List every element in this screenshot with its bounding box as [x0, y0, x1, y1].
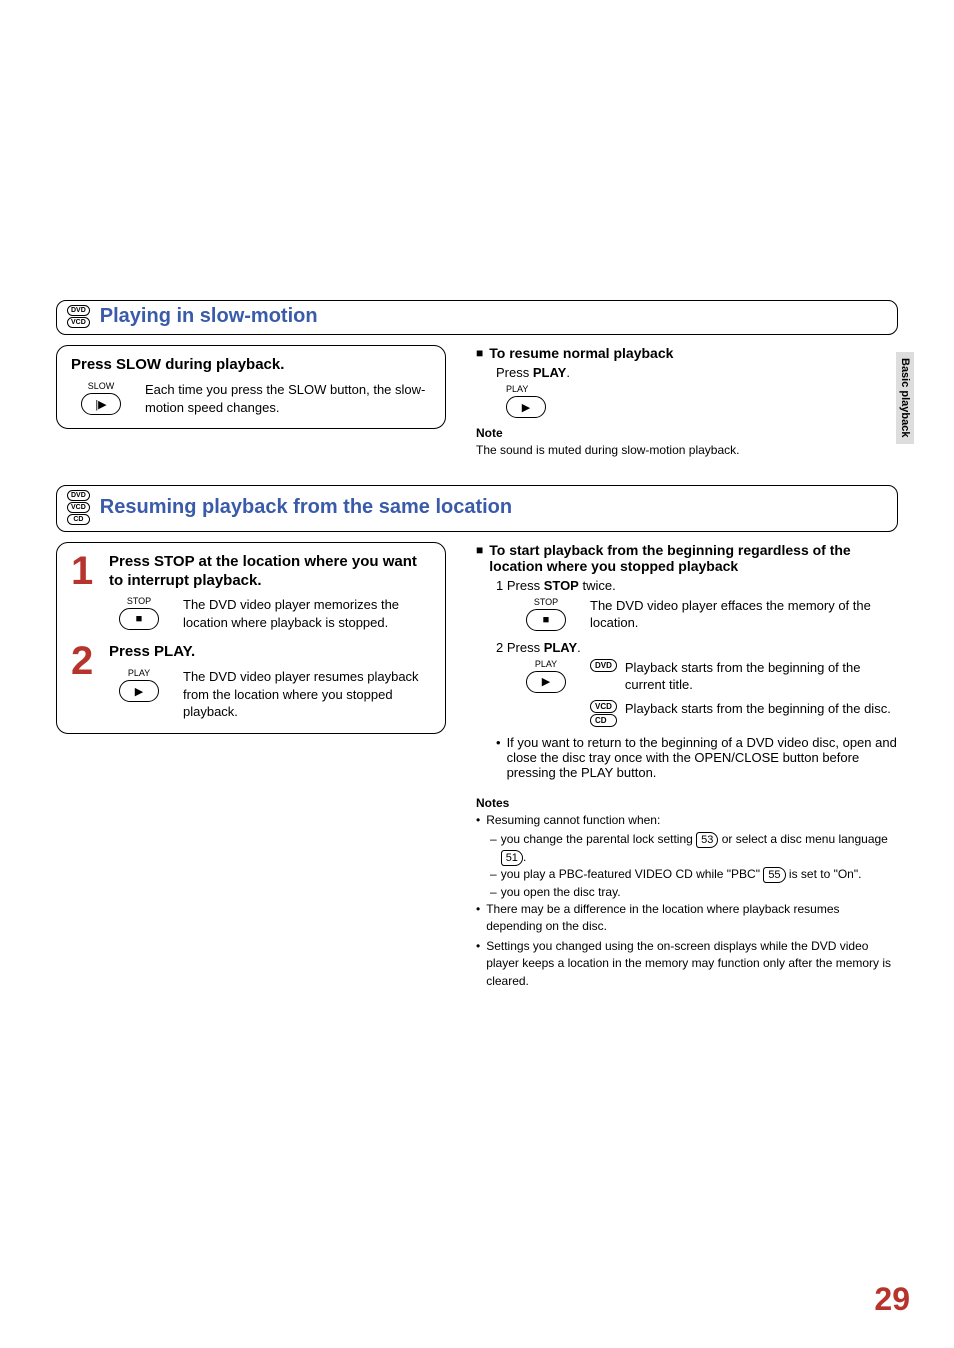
ol-2: 2 Press PLAY.	[476, 640, 898, 655]
ol1-post: twice.	[579, 578, 616, 593]
page-ref-51: 51	[501, 850, 523, 866]
ol2-pre: 2 Press	[496, 640, 544, 655]
stop-button-graphic: STOP ■	[109, 596, 169, 630]
extra-bullet: • If you want to return to the beginning…	[476, 735, 898, 780]
n1b-post: is set to "On".	[786, 867, 862, 881]
play-button-icon: ▶	[119, 680, 159, 702]
n1b-pre: you play a PBC-featured VIDEO CD while "…	[501, 867, 764, 881]
badge-dvd-inline: DVD	[590, 659, 617, 672]
step-2-desc: The DVD video player resumes playback fr…	[183, 668, 431, 721]
badge-vcd: VCD	[67, 502, 90, 513]
section1-badges: DVD VCD	[67, 305, 90, 328]
note-2: There may be a difference in the locatio…	[486, 901, 898, 936]
section1-box: Press SLOW during playback. SLOW |▶ Each…	[56, 345, 446, 429]
play-button-icon: ▶	[526, 671, 566, 693]
note-1c: you open the disc tray.	[501, 884, 621, 901]
badge-vcd: VCD	[67, 317, 90, 328]
stop-label: STOP	[534, 597, 558, 607]
extra-bullet-text: If you want to return to the beginning o…	[507, 735, 898, 780]
n1a-post: .	[523, 850, 526, 864]
step-1-number: 1	[71, 553, 101, 589]
section1-box-title: Press SLOW during playback.	[71, 356, 431, 373]
step-1-desc: The DVD video player memorizes the locat…	[183, 596, 431, 631]
dash-icon: –	[490, 884, 497, 901]
step-2-number: 2	[71, 643, 101, 679]
play-button-graphic: PLAY ▶	[109, 668, 169, 702]
square-bullet-icon: ■	[476, 346, 483, 360]
section2-right-heading: ■ To start playback from the beginning r…	[476, 542, 898, 574]
section1-box-desc: Each time you press the SLOW button, the…	[145, 381, 431, 416]
press-text: Press	[496, 365, 533, 380]
note-3: Settings you changed using the on-screen…	[486, 938, 898, 990]
notes-list: •Resuming cannot function when: –you cha…	[476, 812, 898, 990]
section1-resume-line: Press PLAY.	[476, 365, 898, 380]
step-1: 1 Press STOP at the location where you w…	[71, 553, 431, 632]
play-button-graphic: PLAY ▶	[516, 659, 576, 693]
section1-header: DVD VCD Playing in slow-motion	[56, 300, 898, 335]
note-heading: Note	[476, 426, 898, 440]
square-bullet-icon: ■	[476, 543, 483, 557]
ol-1: 1 Press STOP twice.	[476, 578, 898, 593]
stop-button-icon: ■	[119, 608, 159, 630]
note-1: Resuming cannot function when:	[486, 812, 660, 829]
section1-title: Playing in slow-motion	[100, 305, 318, 328]
ol1-row: STOP ■ The DVD video player effaces the …	[516, 597, 898, 632]
dash-icon: –	[490, 866, 497, 883]
slow-button-graphic: SLOW |▶	[71, 381, 131, 415]
ol1-pre: 1 Press	[496, 578, 544, 593]
ol2-bold: PLAY	[544, 640, 577, 655]
play-label: PLAY	[506, 384, 528, 394]
page-number: 29	[874, 1281, 910, 1318]
ol2-post: .	[577, 640, 581, 655]
badge-cd-inline: CD	[590, 714, 617, 727]
section1-resume-title: To resume normal playback	[489, 345, 673, 361]
note-1b: you play a PBC-featured VIDEO CD while "…	[501, 866, 862, 883]
ol1-bold: STOP	[544, 578, 579, 593]
step-1-title: Press STOP at the location where you wan…	[109, 553, 431, 591]
step-2: 2 Press PLAY. PLAY ▶ The DVD video playe…	[71, 643, 431, 720]
ol2-row: PLAY ▶ DVD Playback starts from the begi…	[516, 659, 898, 727]
slow-label: SLOW	[88, 381, 115, 391]
n1a-pre: you change the parental lock setting	[501, 832, 696, 846]
section2-steps-box: 1 Press STOP at the location where you w…	[56, 542, 446, 734]
page-ref-55: 55	[763, 867, 785, 883]
section2-badges: DVD VCD CD	[67, 490, 90, 525]
note-1a: you change the parental lock setting 53 …	[501, 831, 898, 866]
section2-body: 1 Press STOP at the location where you w…	[56, 542, 898, 992]
badge-dvd: DVD	[67, 305, 90, 316]
period: .	[566, 365, 570, 380]
section2-right-title: To start playback from the beginning reg…	[489, 542, 898, 574]
dash-icon: –	[490, 831, 497, 866]
play-label: PLAY	[535, 659, 557, 669]
bullet-icon: •	[496, 735, 501, 780]
play-button-icon: ▶	[506, 396, 546, 418]
badge-cd: CD	[67, 514, 90, 525]
note-text: The sound is muted during slow-motion pl…	[476, 442, 898, 459]
page-ref-53: 53	[696, 832, 718, 848]
bullet-icon: •	[476, 812, 480, 829]
stop-label: STOP	[127, 596, 151, 606]
play-button-graphic: PLAY ▶	[476, 384, 898, 418]
section2-header: DVD VCD CD Resuming playback from the sa…	[56, 485, 898, 532]
badge-vcd-inline: VCD	[590, 700, 617, 713]
stop-button-icon: ■	[526, 609, 566, 631]
section1-resume-heading: ■ To resume normal playback	[476, 345, 898, 361]
notes-heading: Notes	[476, 796, 898, 810]
slow-button-icon: |▶	[81, 393, 121, 415]
bullet-icon: •	[476, 938, 480, 990]
page-content: DVD VCD Playing in slow-motion Press SLO…	[0, 0, 954, 992]
section1-body: Press SLOW during playback. SLOW |▶ Each…	[56, 345, 898, 459]
bullet-icon: •	[476, 901, 480, 936]
ol2-desc-vcd: Playback starts from the beginning of th…	[625, 700, 898, 718]
badge-dvd: DVD	[67, 490, 90, 501]
play-bold: PLAY	[533, 365, 566, 380]
step-2-title: Press PLAY.	[109, 643, 431, 662]
play-label: PLAY	[128, 668, 150, 678]
stop-button-graphic: STOP ■	[516, 597, 576, 631]
ol2-desc-dvd: Playback starts from the beginning of th…	[625, 659, 898, 694]
ol1-desc: The DVD video player effaces the memory …	[590, 597, 898, 632]
n1a-mid: or select a disc menu language	[718, 832, 887, 846]
section2-title: Resuming playback from the same location	[100, 496, 512, 519]
